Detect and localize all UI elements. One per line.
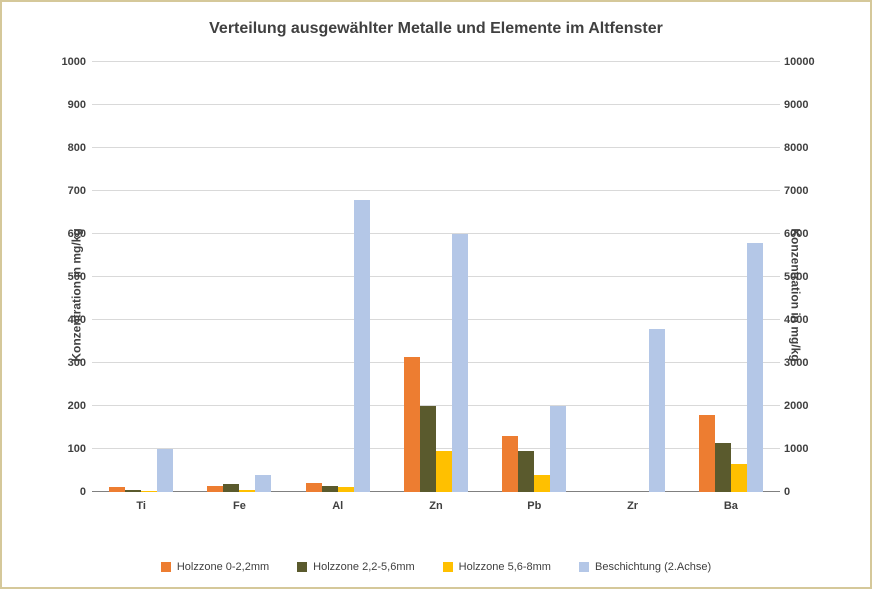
- y-left-tick: 500: [52, 271, 86, 283]
- legend-swatch: [443, 562, 453, 572]
- bar-h0: [502, 436, 518, 492]
- y-right-tick: 6000: [784, 228, 828, 240]
- y-axis-left-label: Konzentration in mg/kg: [70, 228, 84, 361]
- bar-group: [502, 406, 566, 492]
- y-left-tick: 200: [52, 400, 86, 412]
- legend-item: Holzzone 0-2,2mm: [161, 561, 269, 573]
- y-left-tick: 1000: [52, 56, 86, 68]
- y-left-tick: 900: [52, 99, 86, 111]
- bar-coat: [354, 200, 370, 492]
- plot-area: 0010010002002000300300040040005005000600…: [92, 62, 780, 492]
- bar-coat: [550, 406, 566, 492]
- legend-label: Holzzone 2,2-5,6mm: [313, 561, 415, 573]
- bar-group: [699, 243, 763, 492]
- legend-label: Holzzone 0-2,2mm: [177, 561, 269, 573]
- y-right-tick: 7000: [784, 185, 828, 197]
- y-right-tick: 3000: [784, 357, 828, 369]
- x-tick-label: Pb: [527, 500, 541, 512]
- y-left-tick: 0: [52, 486, 86, 498]
- y-axis-right-label: Konzentration in mg/kg: [788, 228, 802, 361]
- y-left-tick: 100: [52, 443, 86, 455]
- bar-coat: [157, 449, 173, 492]
- legend-label: Holzzone 5,6-8mm: [459, 561, 551, 573]
- bar-h1: [715, 443, 731, 492]
- y-right-tick: 0: [784, 486, 828, 498]
- x-tick-label: Al: [332, 500, 343, 512]
- y-left-tick: 600: [52, 228, 86, 240]
- x-tick-label: Ti: [136, 500, 146, 512]
- bar-h0: [109, 487, 125, 492]
- legend-swatch: [579, 562, 589, 572]
- bar-coat: [452, 234, 468, 492]
- bar-h1: [322, 486, 338, 492]
- x-tick-label: Zn: [429, 500, 442, 512]
- bar-h0: [699, 415, 715, 492]
- x-tick-label: Ba: [724, 500, 738, 512]
- legend-swatch: [297, 562, 307, 572]
- legend-item: Holzzone 2,2-5,6mm: [297, 561, 415, 573]
- bar-coat: [747, 243, 763, 492]
- y-right-tick: 9000: [784, 99, 828, 111]
- bar-h0: [306, 483, 322, 492]
- bar-h0: [404, 357, 420, 492]
- legend-item: Beschichtung (2.Achse): [579, 561, 711, 573]
- y-left-tick: 700: [52, 185, 86, 197]
- legend: Holzzone 0-2,2mm Holzzone 2,2-5,6mm Holzzo…: [2, 561, 870, 573]
- y-right-tick: 4000: [784, 314, 828, 326]
- bar-h2: [436, 451, 452, 492]
- chart-frame: Verteilung ausgewählter Metalle und Elem…: [0, 0, 872, 589]
- bar-h2: [239, 490, 255, 492]
- y-left-tick: 400: [52, 314, 86, 326]
- gridline: [92, 190, 780, 191]
- y-left-tick: 800: [52, 142, 86, 154]
- bar-group: [404, 234, 468, 492]
- bar-h2: [731, 464, 747, 492]
- chart-title: Verteilung ausgewählter Metalle und Elem…: [2, 20, 870, 38]
- bar-coat: [255, 475, 271, 492]
- y-right-tick: 10000: [784, 56, 828, 68]
- legend-item: Holzzone 5,6-8mm: [443, 561, 551, 573]
- bar-h2: [141, 491, 157, 492]
- bar-group: [207, 475, 271, 492]
- bar-coat: [649, 329, 665, 492]
- y-right-tick: 8000: [784, 142, 828, 154]
- bar-h2: [534, 475, 550, 492]
- legend-swatch: [161, 562, 171, 572]
- bar-h0: [207, 486, 223, 492]
- y-right-tick: 1000: [784, 443, 828, 455]
- gridline: [92, 104, 780, 105]
- y-right-tick: 2000: [784, 400, 828, 412]
- gridline: [92, 147, 780, 148]
- x-tick-label: Fe: [233, 500, 246, 512]
- legend-label: Beschichtung (2.Achse): [595, 561, 711, 573]
- x-tick-label: Zr: [627, 500, 638, 512]
- bar-h1: [420, 406, 436, 492]
- bar-h1: [223, 484, 239, 492]
- y-left-tick: 300: [52, 357, 86, 369]
- bar-h2: [338, 487, 354, 492]
- y-right-tick: 5000: [784, 271, 828, 283]
- bar-group: [109, 449, 173, 492]
- bar-group: [601, 329, 665, 492]
- bar-group: [306, 200, 370, 492]
- gridline: [92, 61, 780, 62]
- bar-h1: [125, 490, 141, 492]
- bar-h1: [518, 451, 534, 492]
